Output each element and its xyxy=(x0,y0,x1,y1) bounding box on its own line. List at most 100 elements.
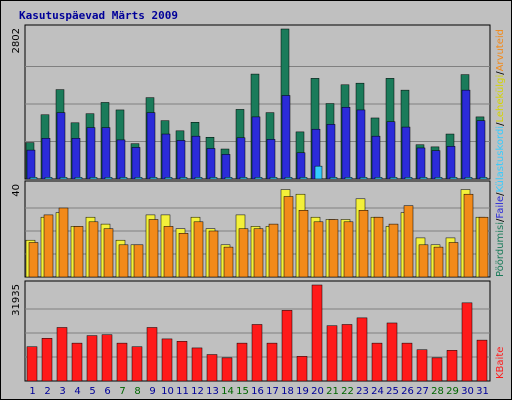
bar-Faile-day-23 xyxy=(356,109,366,180)
x-tick-label-6: 6 xyxy=(104,386,110,397)
bar-KBaite-day-17 xyxy=(266,342,278,382)
bar-Arvuteid-day-12 xyxy=(193,221,204,278)
bar-Faile-day-8 xyxy=(131,147,141,180)
bar-KBaite-day-28 xyxy=(431,357,443,382)
bar-Faile-day-18 xyxy=(281,95,291,180)
x-tick-label-10: 10 xyxy=(161,386,174,397)
bar-Faile-day-29 xyxy=(446,146,456,180)
bar-Arvuteid-day-28 xyxy=(433,246,444,278)
bar-Külastuskordi-day-21 xyxy=(329,177,338,180)
x-tick-label-16: 16 xyxy=(251,386,264,397)
x-axis-labels: 1 2 3 4 5 6 7 8 9 10 11 12 13 14 15 16 17 18 19 20 21 22 23 24 2… xyxy=(29,386,489,397)
bar-Faile-day-11 xyxy=(176,140,186,180)
bar-Faile-day-27 xyxy=(416,147,426,180)
bar-Faile-day-31 xyxy=(476,120,486,180)
bar-Külastuskordi-day-26 xyxy=(404,177,413,180)
bar-Külastuskordi-day-11 xyxy=(179,177,188,180)
x-tick-label-2: 2 xyxy=(44,386,50,397)
legend-entry: Arvuteid xyxy=(495,29,506,71)
bar-Külastuskordi-day-13 xyxy=(209,177,218,180)
x-tick-label-1: 1 xyxy=(29,386,35,397)
bar-Külastuskordi-day-6 xyxy=(104,177,113,180)
bar-Külastuskordi-day-31 xyxy=(479,177,488,180)
bar-KBaite-day-15 xyxy=(236,342,248,382)
bar-Arvuteid-day-15 xyxy=(238,228,249,278)
legend-bottom: KBaite xyxy=(495,347,506,379)
bar-KBaite-day-21 xyxy=(326,325,338,382)
bar-KBaite-day-20 xyxy=(311,284,323,382)
bar-Arvuteid-day-14 xyxy=(223,246,234,278)
bar-Faile-day-1 xyxy=(26,149,36,180)
bar-KBaite-day-26 xyxy=(401,342,413,382)
bar-KBaite-day-3 xyxy=(56,327,68,382)
legend-entry: Külastuskordi xyxy=(495,126,506,193)
bar-Arvuteid-day-5 xyxy=(88,221,99,278)
bar-Arvuteid-day-26 xyxy=(403,205,414,278)
bar-KBaite-day-2 xyxy=(41,338,53,382)
x-tick-label-24: 24 xyxy=(371,386,384,397)
bar-Külastuskordi-day-29 xyxy=(449,177,458,180)
bar-Arvuteid-day-2 xyxy=(43,214,54,278)
x-tick-label-13: 13 xyxy=(206,386,219,397)
bar-KBaite-day-18 xyxy=(281,310,293,382)
bar-Arvuteid-day-1 xyxy=(28,242,39,278)
bar-Külastuskordi-day-23 xyxy=(359,177,368,180)
bar-Faile-day-19 xyxy=(296,152,306,180)
bar-Arvuteid-day-13 xyxy=(208,230,219,278)
bar-KBaite-day-24 xyxy=(371,342,383,382)
x-tick-label-5: 5 xyxy=(89,386,95,397)
bar-Külastuskordi-day-12 xyxy=(194,177,203,180)
x-tick-label-20: 20 xyxy=(311,386,324,397)
bar-Arvuteid-day-10 xyxy=(163,226,174,278)
bar-KBaite-day-10 xyxy=(161,338,173,382)
bar-KBaite-day-7 xyxy=(116,342,128,382)
bar-Külastuskordi-day-17 xyxy=(269,177,278,180)
bar-KBaite-day-31 xyxy=(476,339,488,382)
bar-Arvuteid-day-3 xyxy=(58,207,69,278)
bar-Külastuskordi-day-5 xyxy=(89,177,98,180)
bar-Külastuskordi-day-25 xyxy=(389,177,398,180)
y-max-label: 40 xyxy=(11,184,22,197)
bar-Külastuskordi-day-18 xyxy=(284,177,293,180)
bar-KBaite-day-13 xyxy=(206,354,218,382)
bar-KBaite-day-19 xyxy=(296,356,308,382)
legend-entry: KBaite xyxy=(495,347,506,379)
bar-Faile-day-10 xyxy=(161,133,171,180)
x-tick-label-14: 14 xyxy=(221,386,234,397)
bar-KBaite-day-25 xyxy=(386,322,398,382)
bar-Arvuteid-day-22 xyxy=(343,221,354,278)
bar-Külastuskordi-day-10 xyxy=(164,177,173,180)
bar-Arvuteid-day-17 xyxy=(268,223,279,278)
x-tick-label-4: 4 xyxy=(74,386,80,397)
bar-KBaite-day-14 xyxy=(221,357,233,382)
bar-Arvuteid-day-7 xyxy=(118,244,129,278)
x-tick-label-31: 31 xyxy=(476,386,489,397)
bar-Külastuskordi-day-15 xyxy=(239,177,248,180)
x-tick-label-22: 22 xyxy=(341,386,354,397)
bar-Arvuteid-day-21 xyxy=(328,219,339,278)
bar-Külastuskordi-day-27 xyxy=(419,177,428,180)
bar-Faile-day-30 xyxy=(461,89,471,180)
bar-Faile-day-5 xyxy=(86,127,96,180)
bar-Faile-day-16 xyxy=(251,116,261,180)
bar-Arvuteid-day-27 xyxy=(418,244,429,278)
bar-Külastuskordi-day-1 xyxy=(29,177,38,180)
bar-Külastuskordi-day-2 xyxy=(44,177,53,180)
legend-top: Pöördumisi/Faile/Külastuskordi/Lehekülgi… xyxy=(495,29,506,277)
bar-Arvuteid-day-19 xyxy=(298,210,309,278)
x-tick-label-7: 7 xyxy=(119,386,125,397)
bar-Faile-day-3 xyxy=(56,112,66,180)
x-tick-label-15: 15 xyxy=(236,386,249,397)
x-tick-label-8: 8 xyxy=(134,386,140,397)
bar-Arvuteid-day-16 xyxy=(253,228,264,278)
bar-Külastuskordi-day-4 xyxy=(74,177,83,180)
bar-Faile-day-21 xyxy=(326,124,336,180)
bar-KBaite-day-16 xyxy=(251,324,263,382)
bar-Külastuskordi-day-3 xyxy=(59,177,68,180)
bar-KBaite-day-29 xyxy=(446,350,458,382)
bar-Külastuskordi-day-28 xyxy=(434,177,443,180)
x-tick-label-12: 12 xyxy=(191,386,204,397)
bar-Arvuteid-day-11 xyxy=(178,233,189,278)
bar-Külastuskordi-day-7 xyxy=(119,177,128,180)
legend-entry: / xyxy=(495,218,506,222)
